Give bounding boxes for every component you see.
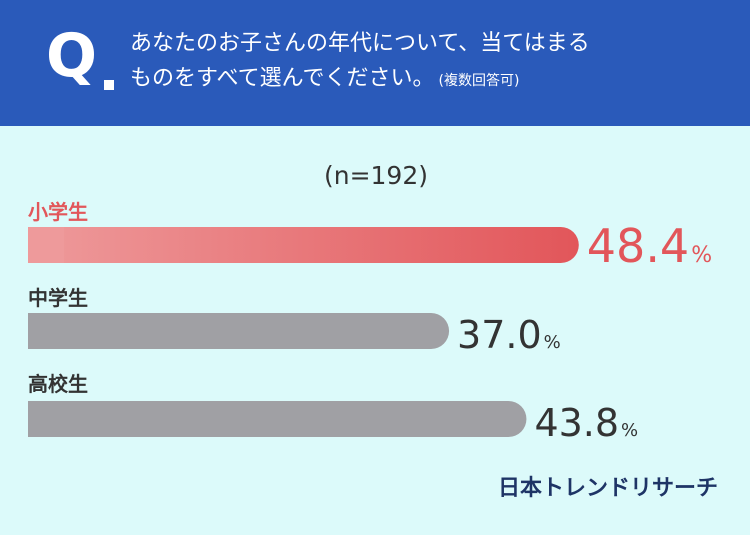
value-unit: %	[621, 420, 638, 441]
value-label: 43.8%	[534, 401, 638, 445]
question-line-1: あなたのお子さんの年代について、当てはまる	[130, 31, 590, 56]
value-number: 48.4	[587, 219, 689, 273]
value-unit: %	[544, 332, 561, 353]
bar-left-cap	[28, 313, 64, 349]
value-number: 37.0	[457, 313, 542, 357]
brand-logo: 日本トレンドリサーチ	[497, 476, 718, 501]
value-unit: %	[691, 243, 712, 268]
question-note: (複数回答可)	[438, 73, 520, 89]
q-mark: Q	[46, 21, 98, 91]
q-dot-icon	[104, 80, 114, 90]
category-label: 小学生	[28, 200, 88, 224]
bar-left-cap	[28, 401, 64, 437]
question-line-2-text: ものをすべて選んでください。	[130, 66, 435, 91]
bar	[28, 401, 527, 437]
bar-left-cap	[28, 227, 64, 263]
bar	[28, 227, 579, 263]
question-header: Q あなたのお子さんの年代について、当てはまる ものをすべて選んでください。 (複…	[0, 0, 750, 126]
bars-group: 小学生 48.4% 中学生 37.0 % 高校生 43.8%	[28, 200, 712, 445]
value-label: 48.4%	[587, 219, 712, 273]
category-label: 中学生	[28, 286, 88, 310]
value-label: 37.0%	[457, 313, 561, 357]
bar	[28, 313, 450, 349]
category-label: 高校生	[28, 372, 88, 396]
question-line-2: ものをすべて選んでください。 (複数回答可)	[130, 68, 519, 90]
sample-size-label: (n=192)	[324, 161, 428, 190]
value-number: 43.8	[534, 401, 619, 445]
